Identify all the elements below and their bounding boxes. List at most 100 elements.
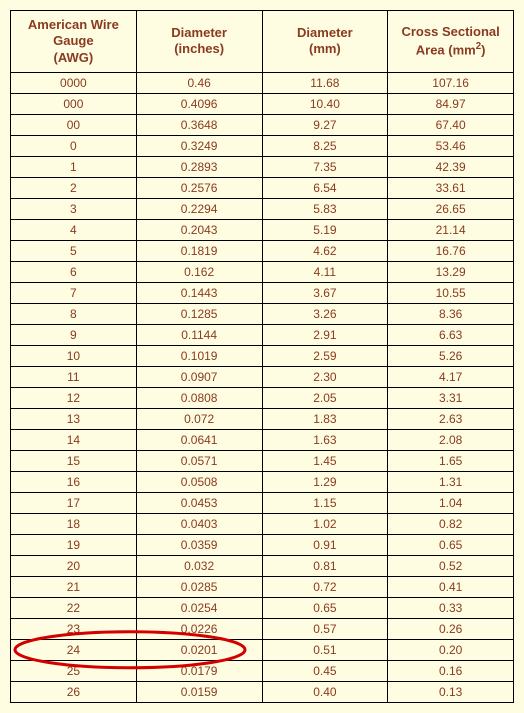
table-cell: 17 [11,492,137,513]
table-cell: 1.29 [262,471,388,492]
table-cell: 5.83 [262,198,388,219]
table-row: 10.28937.3542.39 [11,156,514,177]
table-cell: 26 [11,681,137,702]
table-cell: 26.65 [388,198,514,219]
table-cell: 0.0179 [136,660,262,681]
table-row: 260.01590.400.13 [11,681,514,702]
col-header-line: Cross Sectional [401,24,499,39]
table-row: 130.0721.832.63 [11,408,514,429]
table-row: 40.20435.1921.14 [11,219,514,240]
col-header-line: Gauge [15,33,132,49]
table-cell: 0.40 [262,681,388,702]
table-cell: 0.26 [388,618,514,639]
table-row: 220.02540.650.33 [11,597,514,618]
table-cell: 6.54 [262,177,388,198]
table-cell: 1.02 [262,513,388,534]
table-cell: 10 [11,345,137,366]
table-cell: 2.08 [388,429,514,450]
col-header-area: Cross Sectional Area (mm2) [388,11,514,73]
table-cell: 42.39 [388,156,514,177]
table-cell: 2.05 [262,387,388,408]
table-cell: 0.91 [262,534,388,555]
table-cell: 2.59 [262,345,388,366]
table-cell: 1.04 [388,492,514,513]
table-cell: 4.17 [388,366,514,387]
table-cell: 1.31 [388,471,514,492]
table-row: 80.12853.268.36 [11,303,514,324]
table-cell: 0.13 [388,681,514,702]
table-cell: 0.1019 [136,345,262,366]
table-cell: 10.40 [262,93,388,114]
table-cell: 0.46 [136,72,262,93]
table-cell: 19 [11,534,137,555]
table-cell: 0.032 [136,555,262,576]
table-row: 20.25766.5433.61 [11,177,514,198]
table-cell: 0.2043 [136,219,262,240]
table-cell: 5.26 [388,345,514,366]
table-row: 70.14433.6710.55 [11,282,514,303]
table-cell: 20 [11,555,137,576]
table-cell: 0.33 [388,597,514,618]
table-cell: 00 [11,114,137,135]
table-row: 250.01790.450.16 [11,660,514,681]
table-row: 180.04031.020.82 [11,513,514,534]
table-cell: 3 [11,198,137,219]
table-cell: 0.0571 [136,450,262,471]
table-row: 150.05711.451.65 [11,450,514,471]
table-cell: 1.45 [262,450,388,471]
table-row: 120.08082.053.31 [11,387,514,408]
header-row: American Wire Gauge (AWG) Diameter (inch… [11,11,514,73]
table-cell: 21 [11,576,137,597]
col-header-line: (mm) [267,41,384,57]
table-cell: 2.30 [262,366,388,387]
table-row: 90.11442.916.63 [11,324,514,345]
table-cell: 0.20 [388,639,514,660]
table-cell: 0.0226 [136,618,262,639]
col-header-line: (AWG) [15,50,132,66]
table-row: 160.05081.291.31 [11,471,514,492]
table-cell: 0.0403 [136,513,262,534]
table-cell: 0.2294 [136,198,262,219]
table-cell: 0.3249 [136,135,262,156]
table-cell: 8.25 [262,135,388,156]
table-row: 50.18194.6216.76 [11,240,514,261]
table-cell: 33.61 [388,177,514,198]
col-header-awg: American Wire Gauge (AWG) [11,11,137,73]
table-cell: 0.1144 [136,324,262,345]
table-cell: 3.26 [262,303,388,324]
table-cell: 2.91 [262,324,388,345]
table-cell: 0.72 [262,576,388,597]
table-row: 190.03590.910.65 [11,534,514,555]
table-cell: 0.0359 [136,534,262,555]
table-cell: 4 [11,219,137,240]
table-row: 240.02010.510.20 [11,639,514,660]
table-cell: 0.162 [136,261,262,282]
table-row: 140.06411.632.08 [11,429,514,450]
table-cell: 4.11 [262,261,388,282]
table-row: 00000.4611.68107.16 [11,72,514,93]
table-cell: 3.67 [262,282,388,303]
table-cell: 16.76 [388,240,514,261]
table-cell: 13.29 [388,261,514,282]
table-cell: 25 [11,660,137,681]
awg-table-container: American Wire Gauge (AWG) Diameter (inch… [10,10,514,703]
table-cell: 1.65 [388,450,514,471]
table-row: 00.32498.2553.46 [11,135,514,156]
table-cell: 2.63 [388,408,514,429]
table-cell: 0.2576 [136,177,262,198]
table-row: 210.02850.720.41 [11,576,514,597]
table-cell: 24 [11,639,137,660]
table-cell: 7 [11,282,137,303]
table-cell: 0.0907 [136,366,262,387]
table-cell: 107.16 [388,72,514,93]
table-cell: 0.1285 [136,303,262,324]
col-header-diameter-in: Diameter (inches) [136,11,262,73]
table-cell: 0.45 [262,660,388,681]
table-cell: 0 [11,135,137,156]
col-header-line: Diameter [171,25,227,40]
table-cell: 21.14 [388,219,514,240]
table-cell: 67.40 [388,114,514,135]
table-cell: 8 [11,303,137,324]
table-cell: 11.68 [262,72,388,93]
table-row: 0000.409610.4084.97 [11,93,514,114]
